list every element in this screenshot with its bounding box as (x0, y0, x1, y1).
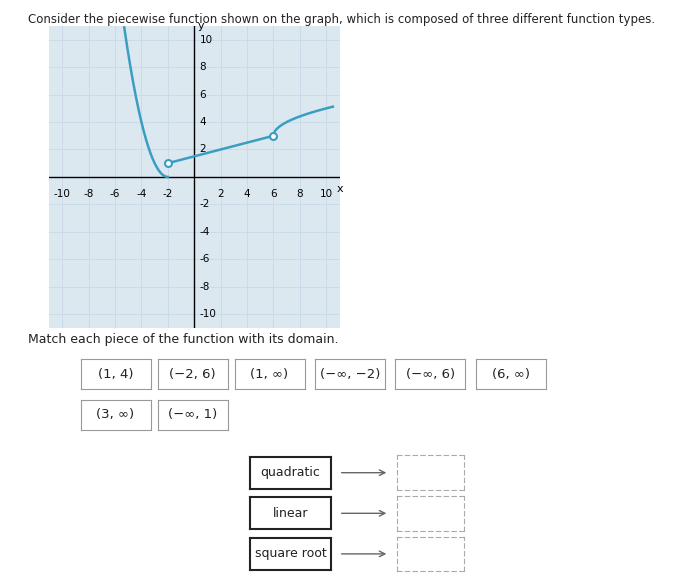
Text: 10: 10 (320, 189, 333, 200)
Text: -10: -10 (54, 189, 71, 200)
Text: (1, 4): (1, 4) (98, 368, 133, 380)
Text: Consider the piecewise function shown on the graph, which is composed of three d: Consider the piecewise function shown on… (28, 13, 655, 26)
Text: square root: square root (255, 548, 326, 560)
Text: (3, ∞): (3, ∞) (97, 408, 134, 421)
Text: -8: -8 (83, 189, 94, 200)
Text: (−2, 6): (−2, 6) (169, 368, 216, 380)
Text: 6: 6 (199, 90, 206, 100)
Text: 8: 8 (199, 62, 206, 72)
Text: (−∞, 6): (−∞, 6) (406, 368, 455, 380)
Text: 6: 6 (270, 189, 276, 200)
Text: 8: 8 (297, 189, 303, 200)
Text: (1, ∞): (1, ∞) (251, 368, 288, 380)
Text: -10: -10 (199, 309, 216, 319)
Text: (−∞, −2): (−∞, −2) (320, 368, 380, 380)
Text: -4: -4 (136, 189, 146, 200)
Text: 4: 4 (244, 189, 251, 200)
Text: -8: -8 (199, 281, 210, 292)
Text: 2: 2 (217, 189, 224, 200)
Text: (−∞, 1): (−∞, 1) (168, 408, 217, 421)
Text: -6: -6 (110, 189, 120, 200)
Text: -6: -6 (199, 254, 210, 264)
Text: x: x (336, 184, 343, 194)
Text: -2: -2 (199, 200, 210, 209)
Text: y: y (197, 21, 204, 31)
Text: quadratic: quadratic (260, 466, 321, 479)
Text: linear: linear (273, 507, 308, 520)
Text: (6, ∞): (6, ∞) (492, 368, 530, 380)
Text: -4: -4 (199, 227, 210, 237)
Text: Match each piece of the function with its domain.: Match each piece of the function with it… (28, 334, 339, 346)
Text: 10: 10 (199, 35, 213, 45)
Text: -2: -2 (162, 189, 173, 200)
Text: 2: 2 (199, 144, 206, 154)
Text: 4: 4 (199, 117, 206, 127)
